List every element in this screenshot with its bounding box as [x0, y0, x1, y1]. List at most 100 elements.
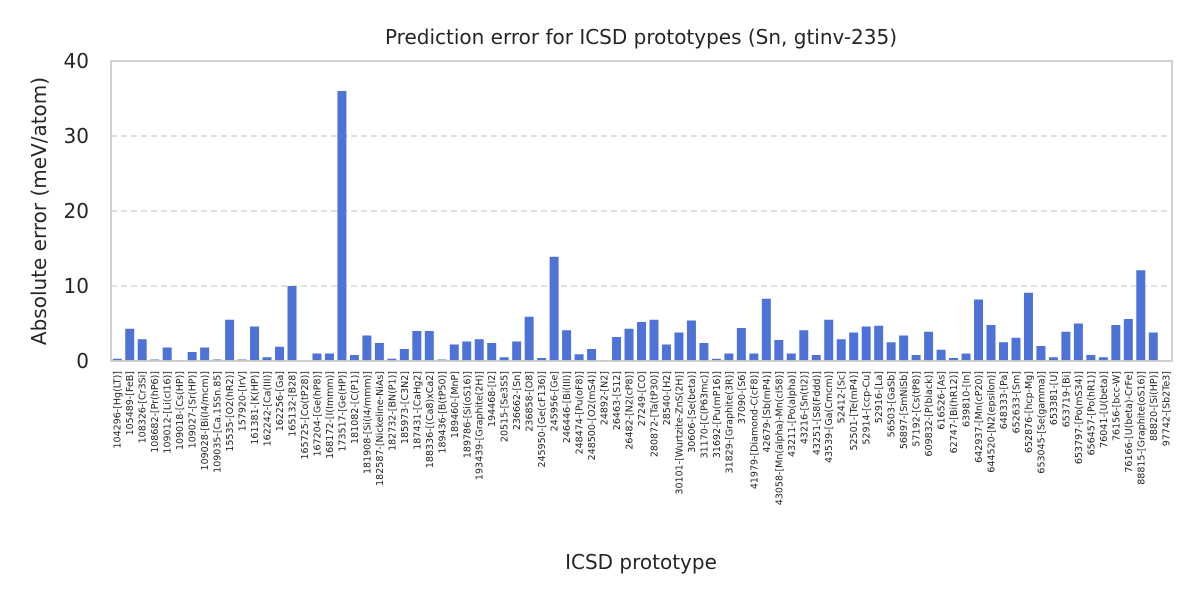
x-tick-label: 193439-[Graphite(2H)] — [475, 371, 486, 480]
x-tick-label: 616526-[As] — [937, 371, 948, 430]
bar — [686, 320, 696, 361]
bar — [449, 344, 459, 361]
x-tick-label: 52412-[Sc] — [837, 371, 848, 423]
bar — [637, 322, 646, 361]
x-tick-label: 189436-[B(tP50)] — [437, 371, 448, 454]
x-tick-label: 24892-[N2] — [600, 371, 611, 425]
x-tick-label: 167204-[Ge(hP8)] — [312, 371, 323, 457]
x-tick-label: 157920-[IrV] — [238, 371, 249, 431]
bar — [612, 337, 622, 361]
bar — [811, 355, 821, 361]
bar — [112, 358, 122, 361]
x-tick-label: 37090-[S6] — [737, 371, 748, 424]
bar — [250, 326, 260, 361]
bar — [537, 358, 547, 361]
x-tick-label: 88815-[Graphite(oS16)] — [1136, 371, 1147, 485]
x-axis-label: ICSD prototype — [565, 550, 717, 574]
x-tick-label: 653381-[U] — [1049, 371, 1060, 425]
bar — [724, 353, 734, 361]
x-tick-label: 236858-[O8] — [525, 371, 536, 432]
bar — [1011, 337, 1021, 361]
bar — [786, 353, 796, 361]
x-tick-label: 648333-[Pa] — [999, 371, 1010, 429]
bar — [387, 358, 397, 361]
x-tick-label: 31829-[Graphite(3R)] — [724, 371, 735, 473]
y-tick-label: 10 — [64, 274, 89, 298]
x-tick-label: 168172-[I(Immm)] — [325, 371, 336, 459]
x-tick-label: 656457-[Po(hR1)] — [1086, 371, 1097, 455]
x-tick-label: 43251-[S8(Fddd)] — [812, 371, 823, 455]
bar — [649, 319, 659, 361]
x-tick-label: 652633-[Sm] — [1011, 371, 1022, 433]
bar — [774, 340, 784, 361]
x-tick-label: 62747-[Bi(hR12)] — [949, 371, 960, 453]
x-tick-label: 57192-[Cs(tP8)] — [912, 371, 923, 447]
x-tick-label: 181908-[Si(I4/mmm)] — [362, 371, 373, 474]
chart-title: Prediction error for ICSD prototypes (Sn… — [385, 25, 897, 49]
bar — [1136, 270, 1146, 361]
bar — [1123, 319, 1133, 361]
x-tick-label: 43211-[Po(alpha)] — [787, 371, 798, 457]
x-tick-label: 104296-[Hg(LT)] — [113, 371, 124, 448]
x-tick-label: 185973-[C3N2] — [400, 371, 411, 444]
bar — [362, 335, 372, 361]
x-tick-label: 189786-[Si(oS16)] — [462, 371, 473, 458]
x-tick-label: 609832-[P(black)] — [924, 371, 935, 456]
x-tick-label: 108682-[Pr(hP6)] — [150, 371, 161, 453]
bar — [874, 325, 884, 361]
x-tick-label: 42679-[Sb(mP4)] — [762, 371, 773, 453]
bar — [462, 341, 472, 361]
x-tick-label: 182587-[Nickeline-NiAs] — [375, 371, 386, 486]
plot-area-frame — [110, 60, 1173, 362]
x-tick-label: 109027-[Sr(HP)] — [188, 371, 199, 448]
bar — [624, 328, 634, 361]
bar — [337, 91, 347, 361]
bar — [911, 355, 921, 361]
x-tick-label: 161381-[K(HP)] — [250, 371, 261, 445]
x-tick-label: 26463-[S12] — [612, 371, 623, 430]
x-tick-label: 642937-[Mn(cP20)] — [974, 371, 985, 463]
bar — [137, 339, 147, 361]
x-tick-label: 245950-[Ge(cF136)] — [537, 371, 548, 468]
gridlines — [111, 135, 1172, 287]
x-tick-label: 245956-[Ge] — [550, 371, 561, 431]
x-tick-label: 652876-[hcp-Mg] — [1024, 371, 1035, 453]
x-tick-label: 43058-[Mn(alpha)-Mn(cI58)] — [774, 371, 785, 505]
x-tick-label: 181082-[C(P1)] — [350, 371, 361, 444]
bar — [200, 347, 210, 361]
x-tick-label: 108326-[Cr3Si] — [138, 371, 149, 443]
bar — [474, 339, 484, 361]
x-tick-label: 76041-[U(beta)] — [1099, 371, 1110, 448]
x-tick-label: 194468-[I2] — [487, 371, 498, 427]
x-tick-label: 26482-[N2(cP8)] — [625, 371, 636, 450]
bar — [974, 299, 984, 361]
x-tick-label: 76156-[bcc-W] — [1111, 371, 1122, 441]
y-axis-label: Absolute error (meV/atom) — [27, 77, 51, 345]
bar — [886, 342, 896, 361]
bar — [412, 331, 422, 361]
x-tick-label: 56503-[GaSb] — [887, 371, 898, 437]
bar — [125, 328, 135, 361]
bar — [324, 353, 334, 361]
bar — [1073, 323, 1083, 361]
bar — [824, 319, 834, 361]
bar — [986, 325, 996, 361]
bar — [349, 355, 359, 361]
x-tick-label: 27249-[CO] — [637, 371, 648, 426]
bar — [1023, 292, 1033, 361]
bar — [512, 341, 522, 361]
bar — [961, 353, 971, 361]
x-tick-label: 31692-[Pu(mP16)] — [712, 371, 723, 458]
x-tick-label: 56897-[SmNiSb] — [899, 371, 910, 449]
x-tick-label: 639810-[In] — [962, 371, 973, 427]
x-tick-label: 236662-[Sn] — [512, 371, 523, 430]
x-tick-label: 653719-[Bi] — [1061, 371, 1072, 427]
x-tick-label: 30101-[Wurtzite-ZnS(2H)] — [674, 371, 685, 495]
x-tick-label: 162242-[Ca(III)] — [263, 371, 274, 446]
bar — [187, 352, 197, 361]
bar — [499, 357, 509, 361]
bar — [275, 346, 285, 361]
bar — [998, 342, 1008, 361]
bar — [699, 343, 709, 361]
